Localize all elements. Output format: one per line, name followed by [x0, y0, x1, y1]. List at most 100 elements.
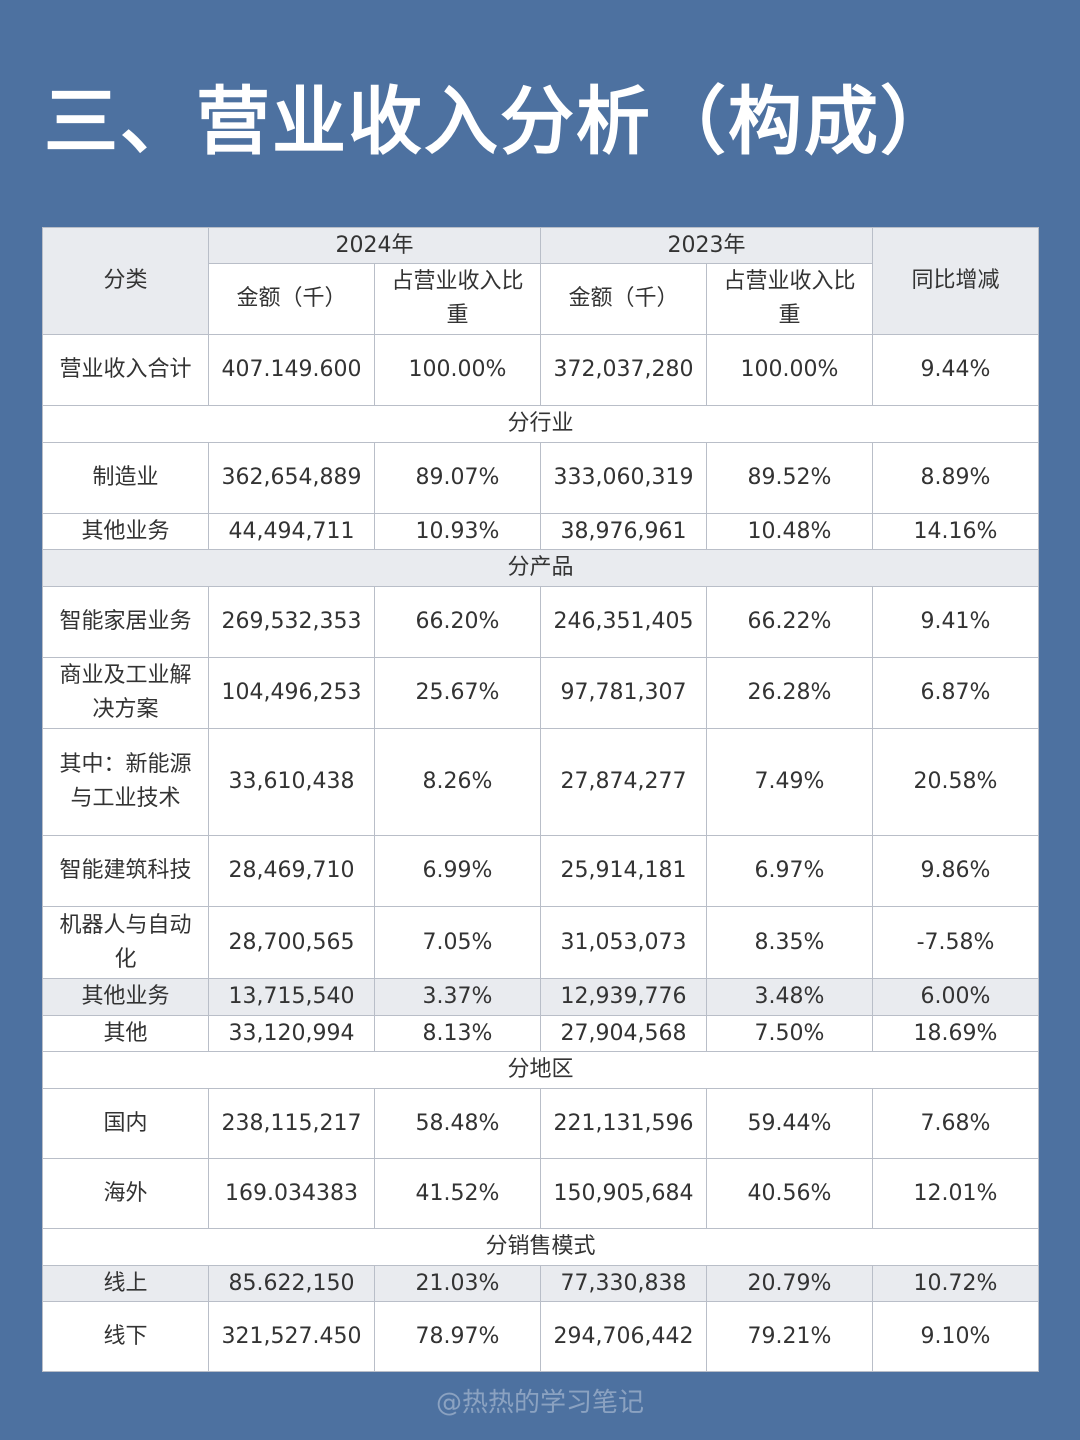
section-cell: 分地区	[42, 1051, 1039, 1089]
data-cell: 10.72%	[872, 1265, 1039, 1302]
data-cell: 12.01%	[872, 1158, 1039, 1229]
header-cell: 分类	[42, 227, 209, 335]
data-row: 线上 85.622,150 21.03% 77,330,838 20.79% 10.72%	[42, 1265, 1039, 1302]
data-cell: 12,939,776	[540, 978, 707, 1016]
row-label: 国内	[42, 1088, 209, 1159]
data-cell: 25.67%	[374, 657, 541, 729]
data-cell: 26.28%	[706, 657, 873, 729]
data-cell: 27,874,277	[540, 728, 707, 836]
data-cell: 78.97%	[374, 1301, 541, 1372]
data-cell: 9.10%	[872, 1301, 1039, 1372]
data-cell: 100.00%	[706, 334, 873, 406]
row-label: 海外	[42, 1158, 209, 1229]
section-row: 分行业	[42, 405, 1039, 443]
header-cell: 同比增减	[872, 227, 1039, 335]
data-cell: 294,706,442	[540, 1301, 707, 1372]
table-body: 分类 2024年 2023年 同比增减 金额（千） 占营业收入比重 金额（千） …	[42, 227, 1039, 1372]
data-cell: 6.97%	[706, 835, 873, 907]
data-cell: 25,914,181	[540, 835, 707, 907]
data-cell: 20.58%	[872, 728, 1039, 836]
section-cell: 分产品	[42, 549, 1039, 587]
row-label: 智能建筑科技	[42, 835, 209, 907]
row-label: 线下	[42, 1301, 209, 1372]
data-row: 智能家居业务 269,532,353 66.20% 246,351,405 66.22%…	[42, 586, 1039, 658]
data-cell: 89.52%	[706, 442, 873, 514]
data-cell: 33,610,438	[208, 728, 375, 836]
section-row: 分产品	[42, 549, 1039, 587]
data-row: 营业收入合计 407.149.600 100.00% 372,037,280 100.0…	[42, 334, 1039, 406]
data-cell: 33,120,994	[208, 1015, 375, 1052]
data-cell: 18.69%	[872, 1015, 1039, 1052]
data-cell: 6.99%	[374, 835, 541, 907]
data-cell: 169.034383	[208, 1158, 375, 1229]
data-cell: 7.50%	[706, 1015, 873, 1052]
row-label: 其他	[42, 1015, 209, 1052]
data-cell: 66.20%	[374, 586, 541, 658]
data-cell: 9.86%	[872, 835, 1039, 907]
data-cell: 31,053,073	[540, 906, 707, 979]
row-label: 其他业务	[42, 513, 209, 550]
data-row: 商业及工业解决方案 104,496,253 25.67% 97,781,307 26.2…	[42, 657, 1039, 729]
data-cell: 97,781,307	[540, 657, 707, 729]
row-label: 营业收入合计	[42, 334, 209, 406]
data-row: 海外 169.034383 41.52% 150,905,684 40.56% 12.01…	[42, 1158, 1039, 1229]
section-cell: 分销售模式	[42, 1228, 1039, 1266]
data-row: 制造业 362,654,889 89.07% 333,060,319 89.52% 8.8…	[42, 442, 1039, 514]
data-row: 国内 238,115,217 58.48% 221,131,596 59.44% 7.68…	[42, 1088, 1039, 1159]
data-cell: 100.00%	[374, 334, 541, 406]
data-row: 其他业务 13,715,540 3.37% 12,939,776 3.48% 6.00%	[42, 978, 1039, 1016]
row-label: 商业及工业解决方案	[42, 657, 209, 729]
data-cell: 9.41%	[872, 586, 1039, 658]
data-cell: 3.37%	[374, 978, 541, 1016]
section-cell: 分行业	[42, 405, 1039, 443]
data-cell: 20.79%	[706, 1265, 873, 1302]
revenue-table: 分类 2024年 2023年 同比增减 金额（千） 占营业收入比重 金额（千） …	[42, 227, 1039, 1372]
header-cell: 2023年	[540, 227, 873, 264]
header-cell: 占营业收入比重	[706, 263, 873, 335]
data-cell: 362,654,889	[208, 442, 375, 514]
data-cell: 7.05%	[374, 906, 541, 979]
data-cell: 44,494,711	[208, 513, 375, 550]
data-cell: 8.89%	[872, 442, 1039, 514]
header-cell: 占营业收入比重	[374, 263, 541, 335]
watermark: @热热的学习笔记	[435, 1388, 644, 1418]
data-cell: 21.03%	[374, 1265, 541, 1302]
row-label: 其中：新能源与工业技术	[42, 728, 209, 836]
data-cell: 58.48%	[374, 1088, 541, 1159]
data-cell: 9.44%	[872, 334, 1039, 406]
data-cell: 372,037,280	[540, 334, 707, 406]
data-cell: 104,496,253	[208, 657, 375, 729]
data-cell: 10.93%	[374, 513, 541, 550]
data-cell: 6.00%	[872, 978, 1039, 1016]
section-row: 分地区	[42, 1051, 1039, 1089]
data-cell: 321,527.450	[208, 1301, 375, 1372]
data-cell: 238,115,217	[208, 1088, 375, 1159]
data-cell: 3.48%	[706, 978, 873, 1016]
data-cell: 27,904,568	[540, 1015, 707, 1052]
row-label: 其他业务	[42, 978, 209, 1016]
data-cell: 59.44%	[706, 1088, 873, 1159]
data-cell: 40.56%	[706, 1158, 873, 1229]
data-cell: 41.52%	[374, 1158, 541, 1229]
page-title: 三、营业收入分析（构成）	[44, 79, 956, 165]
data-cell: 10.48%	[706, 513, 873, 550]
data-cell: 13,715,540	[208, 978, 375, 1016]
data-cell: 7.49%	[706, 728, 873, 836]
data-cell: 85.622,150	[208, 1265, 375, 1302]
data-cell: 14.16%	[872, 513, 1039, 550]
data-cell: 28,700,565	[208, 906, 375, 979]
data-cell: 150,905,684	[540, 1158, 707, 1229]
data-cell: 8.26%	[374, 728, 541, 836]
header-row: 金额（千） 占营业收入比重 金额（千） 占营业收入比重	[43, 263, 1039, 335]
data-cell: 66.22%	[706, 586, 873, 658]
header-cell: 2024年	[208, 227, 541, 264]
data-cell: -7.58%	[872, 906, 1039, 979]
header-row: 分类 2024年 2023年 同比增减	[42, 227, 1039, 335]
data-row: 其他 33,120,994 8.13% 27,904,568 7.50% 18.69%	[42, 1015, 1039, 1052]
data-row: 其中：新能源与工业技术 33,610,438 8.26% 27,874,277 7.49…	[42, 728, 1039, 836]
data-cell: 333,060,319	[540, 442, 707, 514]
data-cell: 7.68%	[872, 1088, 1039, 1159]
data-cell: 246,351,405	[540, 586, 707, 658]
data-row: 线下 321,527.450 78.97% 294,706,442 79.21% 9.10…	[42, 1301, 1039, 1372]
